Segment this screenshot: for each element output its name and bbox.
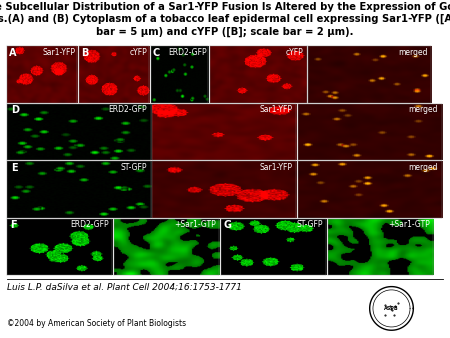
Text: The Subcellular Distribution of a Sar1-YFP Fusion Is Altered by the Expression o: The Subcellular Distribution of a Sar1-Y… xyxy=(0,2,450,37)
Text: Luis L.P. daSilva et al. Plant Cell 2004;16:1753-1771: Luis L.P. daSilva et al. Plant Cell 2004… xyxy=(7,282,242,291)
Text: ST-GFP: ST-GFP xyxy=(297,220,323,229)
Text: ERD2-GFP: ERD2-GFP xyxy=(71,220,109,229)
Text: A: A xyxy=(9,48,16,58)
Text: +Sar1-GTP: +Sar1-GTP xyxy=(174,220,216,229)
Text: F: F xyxy=(10,220,17,230)
Text: ERD2-GFP: ERD2-GFP xyxy=(108,105,147,114)
Text: ST-GFP: ST-GFP xyxy=(120,163,147,172)
Text: B: B xyxy=(81,48,88,58)
Text: merged: merged xyxy=(408,163,437,172)
Text: C: C xyxy=(153,48,160,58)
Text: merged: merged xyxy=(408,105,437,114)
Text: cYFP: cYFP xyxy=(130,48,147,57)
Text: Sar1-YFP: Sar1-YFP xyxy=(259,163,292,172)
Text: ASPB: ASPB xyxy=(384,306,399,311)
Text: E: E xyxy=(11,163,18,173)
Text: ©2004 by American Society of Plant Biologists: ©2004 by American Society of Plant Biolo… xyxy=(7,319,186,329)
Text: +Sar1-GTP: +Sar1-GTP xyxy=(388,220,430,229)
Text: G: G xyxy=(224,220,232,230)
Text: merged: merged xyxy=(398,48,428,57)
Text: Sar1-YFP: Sar1-YFP xyxy=(259,105,292,114)
Text: cYFP: cYFP xyxy=(286,48,304,57)
Text: D: D xyxy=(11,105,19,115)
Text: ERD2-GFP: ERD2-GFP xyxy=(168,48,207,57)
Text: Sar1-YFP: Sar1-YFP xyxy=(42,48,75,57)
